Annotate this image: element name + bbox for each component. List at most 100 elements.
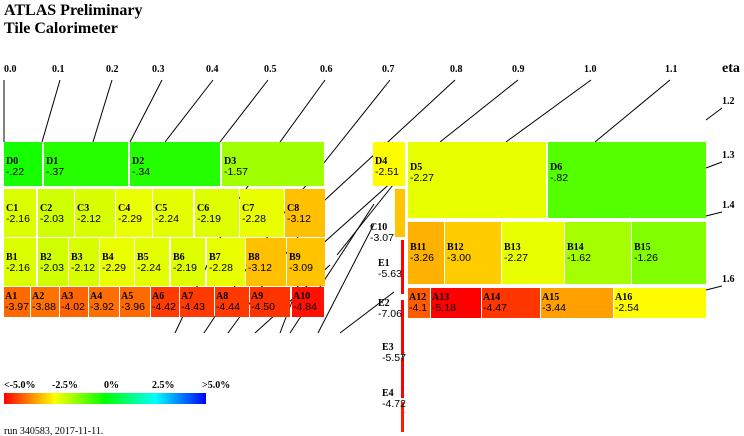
cell-c1-name: C1 bbox=[6, 203, 18, 214]
cell-a15-fill bbox=[541, 288, 613, 318]
cell-c7-fill bbox=[240, 189, 284, 237]
eta-label-0-9: 0.9 bbox=[512, 64, 525, 75]
cell-b7-fill bbox=[207, 238, 245, 286]
cell-d4-name: D4 bbox=[375, 156, 387, 167]
cells: D0-.22D1-.37D2-.34D3-1.57C1-2.16C2-2.03C… bbox=[4, 142, 706, 432]
cell-b5-value: -2.24 bbox=[137, 262, 161, 274]
cell-a13-name: A13 bbox=[432, 292, 449, 303]
cell-b5-name: B5 bbox=[137, 252, 149, 263]
cell-a5-fill bbox=[120, 287, 150, 317]
eta-line-1-0 bbox=[505, 79, 592, 143]
cell-b2-value: -2.03 bbox=[40, 262, 64, 274]
cell-b8-value: -3.12 bbox=[248, 262, 272, 274]
eta-line-1-2-1 bbox=[317, 223, 375, 334]
cell-e1: E1-5.63 bbox=[378, 240, 404, 294]
cell-a4-value: -3.92 bbox=[90, 301, 114, 313]
cell-d3: D3-1.57 bbox=[222, 142, 324, 186]
cell-a6-value: -4.42 bbox=[152, 301, 176, 313]
cell-c2-name: C2 bbox=[40, 203, 52, 214]
cell-a7-value: -4.43 bbox=[181, 301, 205, 313]
eta-label-0-5: 0.5 bbox=[264, 64, 277, 75]
eta-line-0-2 bbox=[92, 79, 113, 143]
cell-c6-fill bbox=[195, 189, 239, 237]
cell-b7-name: B7 bbox=[209, 252, 221, 263]
scale-label-2: 0% bbox=[104, 380, 119, 391]
cell-d1: D1-.37 bbox=[44, 142, 128, 186]
cell-a16-name: A16 bbox=[615, 292, 632, 303]
cell-b12-value: -3.00 bbox=[447, 252, 471, 264]
cell-c6-name: C6 bbox=[197, 203, 209, 214]
cell-a2: A2-3.88 bbox=[31, 287, 59, 317]
eta-label-0-3: 0.3 bbox=[152, 64, 165, 75]
cell-a8-value: -4.44 bbox=[216, 301, 240, 313]
eta-label-1-0: 1.0 bbox=[584, 64, 597, 75]
cell-b11: B11-3.26 bbox=[408, 222, 444, 284]
cell-e3-value: -5.57 bbox=[382, 352, 406, 364]
cell-b3-fill bbox=[69, 238, 99, 286]
cell-b6-fill bbox=[171, 238, 205, 286]
cell-b4-fill bbox=[100, 238, 134, 286]
cell-c5-fill bbox=[153, 189, 193, 237]
eta-labels: 0.0 0.1 0.2 0.3 0.4 0.5 0.6 0.7 0.8 0.9 1.0 1.1 1.2 1… bbox=[4, 64, 735, 285]
cell-d4-fill bbox=[373, 142, 405, 186]
cell-c4-name: C4 bbox=[118, 203, 130, 214]
cell-b6-name: B6 bbox=[173, 252, 185, 263]
cell-d6: D6-.82 bbox=[548, 142, 706, 218]
cell-b13-value: -2.27 bbox=[504, 252, 528, 264]
cell-a12-name: A12 bbox=[409, 292, 426, 303]
cell-d3-value: -1.57 bbox=[224, 166, 248, 178]
cell-e4: E4-4.72 bbox=[382, 388, 406, 432]
cell-a13-fill bbox=[431, 288, 481, 318]
cell-c1: C1-2.16 bbox=[4, 189, 36, 237]
cell-d4-value: -2.51 bbox=[375, 166, 399, 178]
cell-b13: B13-2.27 bbox=[502, 222, 564, 284]
cell-a12-value: -4.1 bbox=[409, 302, 427, 314]
cell-a9-name: A9 bbox=[251, 291, 263, 302]
eta-label-0-2: 0.2 bbox=[106, 64, 119, 75]
cell-c1-value: -2.16 bbox=[6, 213, 30, 225]
cell-a1-name: A1 bbox=[5, 291, 17, 302]
cell-d3-name: D3 bbox=[224, 156, 236, 167]
cell-b3-value: -2.12 bbox=[71, 262, 95, 274]
cell-d0-fill bbox=[4, 142, 42, 186]
cell-a2-name: A2 bbox=[32, 291, 44, 302]
cell-b14: B14-1.62 bbox=[565, 222, 631, 284]
cell-a12: A12-4.1 bbox=[408, 288, 430, 318]
cell-a6: A6-4.42 bbox=[151, 287, 179, 317]
cell-d1-fill bbox=[44, 142, 128, 186]
cell-c7-name: C7 bbox=[242, 203, 254, 214]
cell-a16-value: -2.54 bbox=[615, 302, 639, 314]
cell-e4-value: -4.72 bbox=[382, 398, 406, 410]
cell-c5-value: -2.24 bbox=[155, 213, 179, 225]
cell-e1-fill bbox=[401, 240, 404, 294]
cell-a3-name: A3 bbox=[61, 291, 73, 302]
cell-c6: C6-2.19 bbox=[195, 189, 239, 237]
cell-a15: A15-3.44 bbox=[541, 288, 613, 318]
eta-label-0-0: 0.0 bbox=[4, 64, 17, 75]
cell-a14-name: A14 bbox=[483, 292, 500, 303]
cell-d1-value: -.37 bbox=[46, 166, 64, 178]
cell-b12-name: B12 bbox=[447, 242, 464, 253]
cell-c4: C4-2.29 bbox=[116, 189, 152, 237]
cell-a9: A9-4.50 bbox=[250, 287, 290, 317]
cell-a13: A13-5.18 bbox=[431, 288, 481, 318]
eta-label-1-4: 1.4 bbox=[722, 200, 735, 211]
cell-a12-fill bbox=[408, 288, 430, 318]
cell-a10-value: -4.84 bbox=[293, 301, 317, 313]
cell-b13-fill bbox=[502, 222, 564, 284]
cell-d2-value: -.34 bbox=[132, 166, 150, 178]
cell-b11-fill bbox=[408, 222, 444, 284]
eta-line-1-3 bbox=[705, 161, 723, 169]
title-line-1: ATLAS Preliminary bbox=[4, 2, 143, 19]
cell-b4-name: B4 bbox=[102, 252, 114, 263]
cell-a8-fill bbox=[215, 287, 249, 317]
eta-label-1-2: 1.2 bbox=[722, 96, 735, 107]
eta-line-0-9 bbox=[439, 79, 519, 143]
cell-d1-name: D1 bbox=[46, 156, 58, 167]
cell-a3-fill bbox=[60, 287, 88, 317]
cell-e2: E2-7.06 bbox=[378, 298, 404, 354]
cell-e3: E3-5.57 bbox=[382, 342, 406, 398]
cell-e4-fill bbox=[401, 402, 404, 432]
cell-a6-fill bbox=[151, 287, 179, 317]
